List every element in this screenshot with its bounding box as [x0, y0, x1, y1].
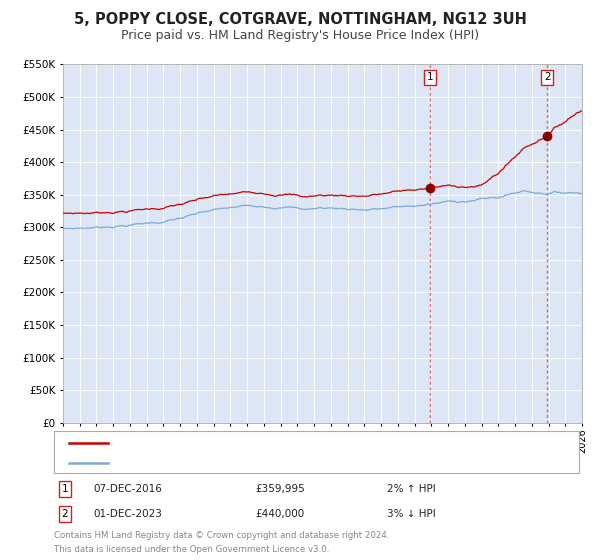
Text: 1: 1 [427, 72, 433, 82]
Text: 3% ↓ HPI: 3% ↓ HPI [387, 509, 436, 519]
Text: 07-DEC-2016: 07-DEC-2016 [93, 484, 162, 494]
Text: £440,000: £440,000 [255, 509, 304, 519]
Text: 5, POPPY CLOSE, COTGRAVE, NOTTINGHAM, NG12 3UH: 5, POPPY CLOSE, COTGRAVE, NOTTINGHAM, NG… [74, 12, 526, 27]
Text: 2: 2 [544, 72, 550, 82]
Text: This data is licensed under the Open Government Licence v3.0.: This data is licensed under the Open Gov… [54, 545, 329, 554]
Text: £359,995: £359,995 [255, 484, 305, 494]
Text: 01-DEC-2023: 01-DEC-2023 [93, 509, 162, 519]
Text: Contains HM Land Registry data © Crown copyright and database right 2024.: Contains HM Land Registry data © Crown c… [54, 531, 389, 540]
Text: 2% ↑ HPI: 2% ↑ HPI [387, 484, 436, 494]
Text: 1: 1 [61, 484, 68, 494]
Text: HPI: Average price, detached house, Rushcliffe: HPI: Average price, detached house, Rush… [115, 458, 349, 468]
Text: Price paid vs. HM Land Registry's House Price Index (HPI): Price paid vs. HM Land Registry's House … [121, 29, 479, 42]
Text: 5, POPPY CLOSE, COTGRAVE, NOTTINGHAM, NG12 3UH (detached house): 5, POPPY CLOSE, COTGRAVE, NOTTINGHAM, NG… [115, 438, 479, 448]
Text: 2: 2 [61, 509, 68, 519]
